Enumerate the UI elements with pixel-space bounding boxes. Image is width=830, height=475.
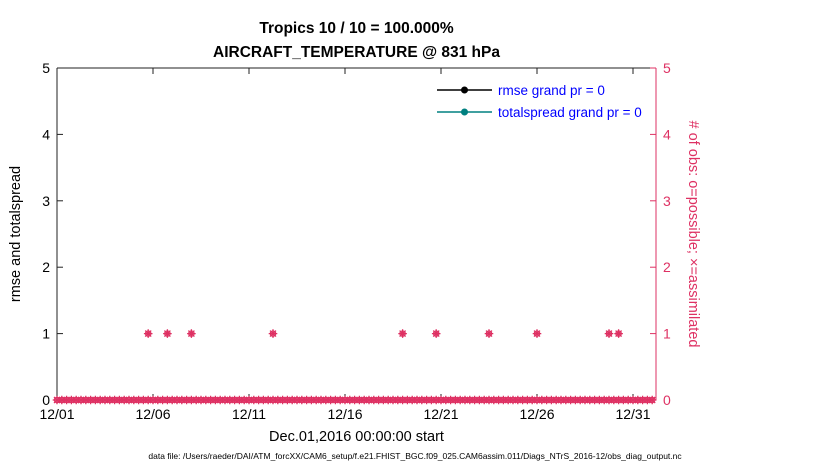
right-y-tick-1: 1 <box>663 326 671 342</box>
left-y-tick-1: 1 <box>42 326 50 342</box>
x-tick-label-4: 12/16 <box>327 406 362 422</box>
right-y-tick-2: 2 <box>663 259 671 275</box>
left-y-tick-2: 2 <box>42 259 50 275</box>
right-y-tick-4: 4 <box>663 126 671 142</box>
x-tick-label-5: 12/21 <box>423 406 458 422</box>
left-y-axis-label: rmse and totalspread <box>8 166 24 302</box>
legend: rmse grand pr = 0 totalspread grand pr =… <box>437 83 642 120</box>
right-y-tick-5: 5 <box>663 60 671 76</box>
left-y-tick-5: 5 <box>42 60 50 76</box>
right-y-tick-3: 3 <box>663 193 671 209</box>
data-file-caption: data file: /Users/raeder/DAI/ATM_forcXX/… <box>148 451 682 461</box>
right-y-tick-0: 0 <box>663 392 671 408</box>
left-y-tick-0: 0 <box>42 392 50 408</box>
legend-label-totalspread: totalspread grand pr = 0 <box>498 105 642 120</box>
legend-marker-totalspread <box>461 108 468 116</box>
legend-marker-rmse <box>461 86 468 94</box>
x-tick-label-1: 12/01 <box>39 406 74 422</box>
obs-count-markers <box>52 329 657 405</box>
left-y-tick-4: 4 <box>42 126 50 142</box>
plot-title-line1: Tropics 10 / 10 = 100.000% <box>259 20 454 37</box>
x-tick-label-7: 12/31 <box>615 406 650 422</box>
legend-label-rmse: rmse grand pr = 0 <box>498 83 605 98</box>
x-tick-label-2: 12/06 <box>135 406 170 422</box>
left-y-tick-3: 3 <box>42 193 50 209</box>
x-axis-label: Dec.01,2016 00:00:00 start <box>269 429 444 445</box>
plot-title-line2: AIRCRAFT_TEMPERATURE @ 831 hPa <box>213 44 500 61</box>
right-y-axis-label: # of obs: o=possible; ×=assimilated <box>685 121 701 348</box>
x-tick-label-6: 12/26 <box>519 406 554 422</box>
x-tick-label-3: 12/11 <box>232 406 266 422</box>
